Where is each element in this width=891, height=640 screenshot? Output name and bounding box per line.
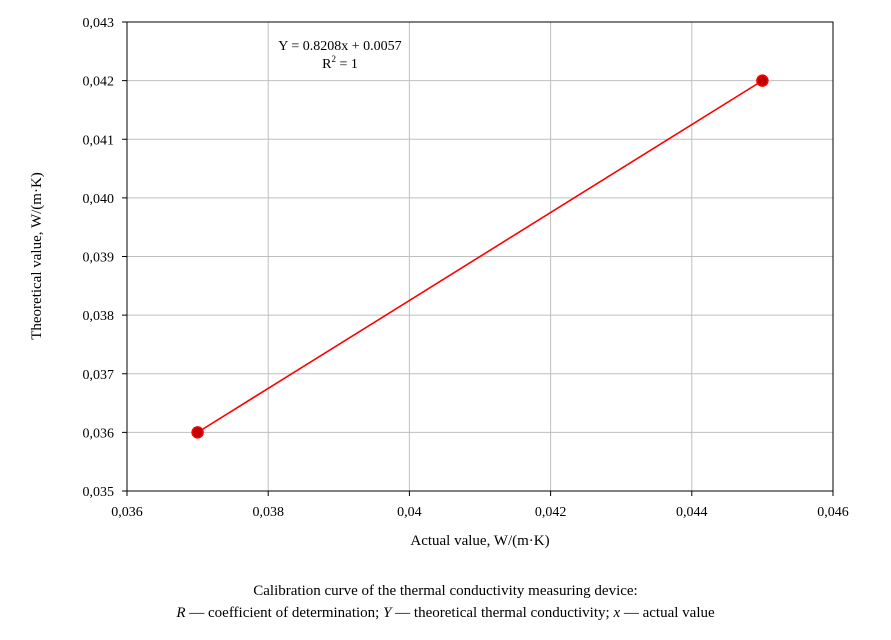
y-tick-label: 0,041 [83,133,115,148]
caption-y-variable: Y [383,605,392,621]
y-axis-title: Theoretical value, W/(m·K) [29,172,45,340]
calibration-chart: 0,036 0,038 0,04 0,042 0,044 0,046 0,0350,036… [29,16,849,549]
y-tick-label: 0,036 [83,426,115,441]
y-tick-label: 0,035 [83,485,115,500]
caption-r-text: — coefficient of determination; [185,605,384,621]
caption-r-variable: R [176,605,186,621]
trendline-equation: Y = 0.8208x + 0.0057 [278,39,401,54]
x-tick-label: 0,042 [535,505,567,520]
y-tick-label: 0,040 [83,192,115,207]
y-tick-label: 0,043 [83,16,115,31]
series-layer [191,74,769,439]
x-tick-label: 0,04 [397,505,422,520]
caption-line-1: Calibration curve of the thermal conduct… [253,583,638,599]
figure-caption: Calibration curve of the thermal conduct… [0,580,891,624]
calibration-line [197,79,763,434]
x-axis-ticks: 0,036 0,038 0,04 0,042 0,044 0,046 [111,491,849,520]
caption-x-text: — actual value [620,605,715,621]
x-tick-label: 0,036 [111,505,143,520]
data-point [191,426,204,439]
x-tick-label: 0,038 [252,505,284,520]
y-tick-label: 0,039 [83,251,115,266]
x-tick-label: 0,044 [676,505,708,520]
caption-line-2: R — coefficient of determination; Y — th… [0,602,891,624]
y-tick-label: 0,042 [83,75,115,90]
r-squared-label: R2 = 1 [322,54,358,72]
x-axis-title: Actual value, W/(m·K) [410,533,549,549]
data-point [756,74,769,87]
caption-x-variable: x [613,605,621,621]
caption-y-text: — theoretical thermal conductivity; [391,605,614,621]
y-tick-label: 0,038 [83,309,115,324]
x-tick-label: 0,046 [817,505,849,520]
y-axis-ticks: 0,035 0,036 0,037 0,038 0,039 0,040 0,041 0,042… [83,16,127,500]
y-tick-label: 0,037 [83,368,115,383]
